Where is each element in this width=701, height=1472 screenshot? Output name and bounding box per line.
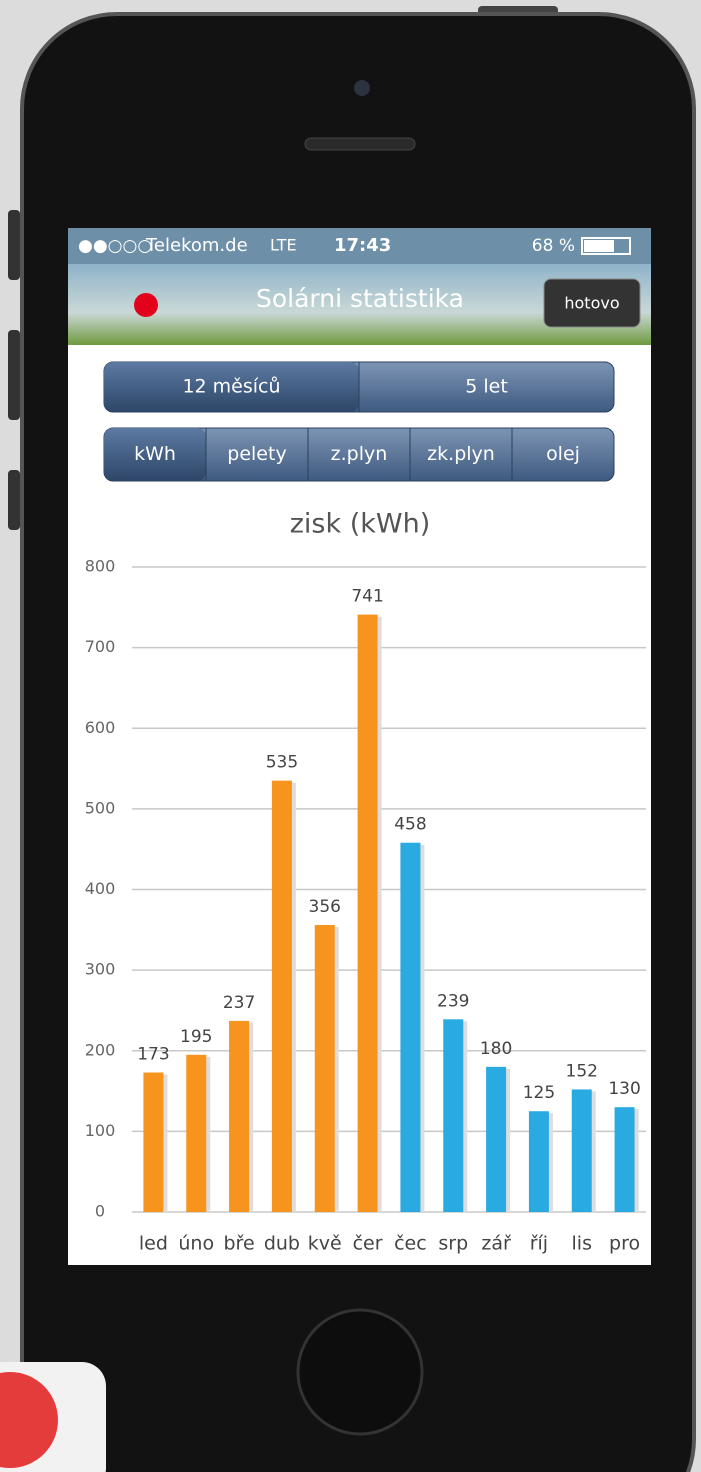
- value-label: 180: [480, 1039, 512, 1059]
- battery-percent: 68 %: [532, 236, 575, 256]
- bar: [358, 615, 378, 1212]
- side-button: [8, 470, 20, 530]
- y-tick-label: 0: [95, 1202, 105, 1221]
- value-label: 356: [309, 897, 341, 917]
- unit-tab[interactable]: pelety: [227, 443, 286, 465]
- y-tick-label: 600: [85, 718, 116, 737]
- unit-tab[interactable]: olej: [546, 443, 580, 465]
- done-button-label[interactable]: hotovo: [564, 294, 619, 313]
- chart-title: zisk (kWh): [290, 509, 430, 540]
- bar: [400, 843, 420, 1212]
- y-tick-label: 800: [85, 557, 116, 576]
- network: LTE: [270, 236, 297, 255]
- x-tick-label: zář: [481, 1233, 511, 1255]
- period-tab[interactable]: 12 měsíců: [182, 376, 280, 398]
- y-tick-label: 100: [85, 1121, 116, 1140]
- value-label: 195: [180, 1027, 212, 1047]
- x-tick-label: lis: [572, 1233, 592, 1255]
- camera: [354, 80, 370, 96]
- time: 17:43: [334, 235, 391, 256]
- value-label: 239: [437, 991, 469, 1011]
- bar: [229, 1021, 249, 1212]
- unit-tab[interactable]: zk.plyn: [427, 443, 495, 465]
- y-tick-label: 700: [85, 637, 116, 656]
- signal: ●●○○○: [78, 236, 152, 256]
- y-tick-label: 400: [85, 879, 116, 898]
- x-tick-label: srp: [438, 1233, 468, 1255]
- bar: [186, 1055, 206, 1212]
- unit-tab[interactable]: z.plyn: [331, 443, 388, 465]
- bar: [443, 1019, 463, 1212]
- x-tick-label: čer: [353, 1233, 383, 1255]
- value-label: 535: [266, 753, 298, 773]
- value-label: 741: [351, 587, 383, 607]
- value-label: 173: [137, 1045, 169, 1065]
- value-label: 237: [223, 993, 255, 1013]
- side-button: [8, 330, 20, 420]
- page: ●●○○○ Telekom.de LTE 17:43 68 % Solárni …: [0, 0, 701, 1472]
- x-tick-label: bře: [224, 1233, 255, 1255]
- y-tick-label: 300: [85, 960, 116, 979]
- side-button: [8, 210, 20, 280]
- bar: [486, 1067, 506, 1212]
- bar: [315, 925, 335, 1212]
- x-tick-label: pro: [609, 1233, 640, 1255]
- x-tick-label: říj: [530, 1233, 548, 1255]
- value-label: 458: [394, 815, 426, 835]
- bar: [529, 1111, 549, 1212]
- bar: [272, 781, 292, 1212]
- logo: [134, 293, 158, 317]
- bar: [143, 1073, 163, 1212]
- bar: [615, 1107, 635, 1212]
- x-tick-label: čec: [394, 1233, 427, 1255]
- y-tick-label: 200: [85, 1040, 116, 1059]
- x-tick-label: dub: [264, 1233, 300, 1255]
- value-label: 125: [523, 1083, 555, 1103]
- period-tab[interactable]: 5 let: [465, 376, 508, 398]
- carrier: Telekom.de: [145, 235, 248, 256]
- x-tick-label: kvě: [308, 1233, 342, 1255]
- value-label: 130: [608, 1079, 640, 1099]
- x-tick-label: úno: [178, 1233, 214, 1255]
- unit-tab[interactable]: kWh: [134, 443, 176, 465]
- phone-screenshot: ●●○○○ Telekom.de LTE 17:43 68 % Solárni …: [0, 0, 701, 1472]
- x-tick-label: led: [139, 1233, 168, 1255]
- value-label: 152: [566, 1061, 598, 1081]
- speaker: [305, 138, 415, 150]
- bar: [572, 1089, 592, 1212]
- y-tick-label: 500: [85, 798, 116, 817]
- home-button[interactable]: [298, 1310, 422, 1434]
- battery-level: [584, 240, 614, 252]
- header-title: Solárni statistika: [256, 284, 464, 313]
